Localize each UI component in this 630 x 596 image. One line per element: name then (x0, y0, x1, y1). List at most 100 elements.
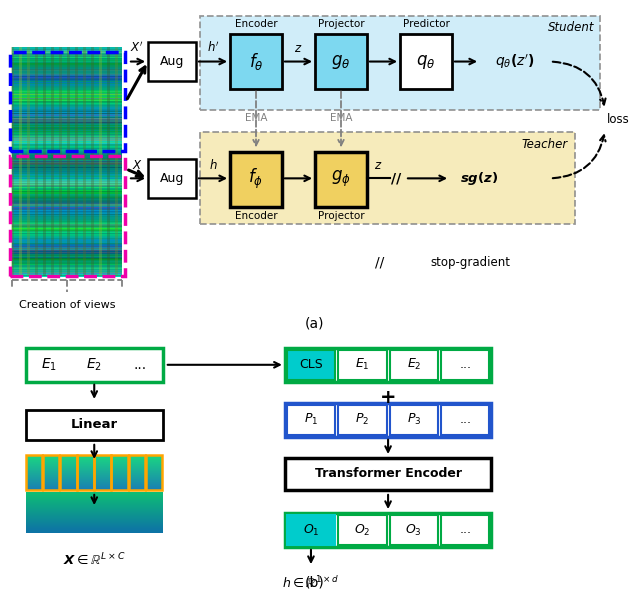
Bar (26, 522, 163, 523)
Bar (12, 55, 122, 56)
Bar (26, 499, 163, 501)
Bar (26, 479, 163, 480)
Text: Transformer Encoder: Transformer Encoder (314, 467, 462, 480)
Bar (12, 215, 122, 216)
Bar (12, 229, 122, 230)
Bar (12, 129, 122, 130)
Bar (12, 82, 122, 83)
Text: ...: ... (133, 358, 146, 372)
Text: ...: ... (459, 523, 471, 536)
Bar (26, 530, 163, 532)
Bar (12, 114, 122, 115)
Bar (12, 193, 122, 194)
Bar (12, 276, 122, 277)
Bar (12, 259, 122, 260)
Bar (12, 145, 122, 147)
Bar (26, 465, 163, 467)
Bar (12, 64, 122, 65)
Bar (12, 160, 122, 161)
Bar (12, 254, 122, 255)
Bar (12, 133, 122, 134)
Bar (12, 147, 122, 148)
Bar (12, 201, 122, 202)
Bar (12, 252, 122, 253)
Text: Encoder: Encoder (235, 19, 277, 29)
Bar (12, 187, 122, 188)
Text: //: // (391, 172, 401, 185)
Bar (26, 492, 163, 493)
Bar (12, 62, 122, 63)
Bar (12, 175, 122, 176)
Text: $g_\phi$: $g_\phi$ (331, 169, 351, 190)
Bar (12, 105, 122, 106)
Bar (12, 117, 122, 119)
Bar (26, 488, 163, 489)
Bar (12, 158, 122, 159)
Bar (12, 130, 122, 131)
Text: ...: ... (459, 358, 471, 371)
Bar (12, 106, 122, 107)
Bar (12, 94, 122, 95)
Bar (12, 73, 122, 74)
Bar (12, 128, 122, 129)
Bar (12, 263, 122, 265)
Bar (12, 170, 122, 172)
Bar (12, 256, 122, 257)
Text: $g_\theta$: $g_\theta$ (331, 52, 351, 70)
Bar (12, 122, 122, 123)
Bar (26, 502, 163, 504)
Bar (26, 505, 163, 507)
Bar (12, 148, 122, 150)
Bar (12, 77, 122, 79)
Bar (12, 110, 122, 111)
FancyBboxPatch shape (230, 153, 282, 207)
Bar (12, 69, 122, 70)
Text: Encoder: Encoder (235, 210, 277, 221)
Bar (12, 159, 122, 160)
Bar (12, 86, 122, 87)
Text: $f_\phi$: $f_\phi$ (248, 167, 263, 191)
Bar (12, 169, 122, 170)
Bar (12, 210, 122, 211)
Bar (12, 141, 122, 142)
Text: $\boldsymbol{sg(z)}$: $\boldsymbol{sg(z)}$ (460, 170, 498, 187)
Bar (26, 504, 163, 505)
Text: $h'$: $h'$ (207, 41, 219, 55)
Bar (26, 524, 163, 526)
Bar (12, 100, 122, 101)
Bar (26, 483, 163, 485)
Bar (12, 224, 122, 225)
FancyBboxPatch shape (285, 348, 491, 382)
Bar (26, 513, 163, 514)
Bar (12, 232, 122, 233)
Bar (35, 47, 38, 277)
Bar (12, 172, 122, 173)
Bar (26, 508, 163, 510)
Bar (12, 173, 122, 175)
FancyBboxPatch shape (441, 350, 490, 380)
Bar (12, 109, 122, 110)
Bar (12, 204, 122, 205)
Bar (12, 167, 122, 169)
Text: $h$: $h$ (209, 158, 217, 172)
FancyBboxPatch shape (338, 405, 387, 435)
Bar (26, 468, 163, 470)
Bar (26, 498, 163, 499)
Bar (12, 225, 122, 226)
Bar (26, 474, 163, 476)
Bar (12, 190, 122, 191)
Text: Projector: Projector (318, 19, 364, 29)
Text: $\boldsymbol{q_\theta(z^\prime)}$: $\boldsymbol{q_\theta(z^\prime)}$ (495, 52, 535, 71)
Bar (11, 47, 13, 277)
Bar (12, 207, 122, 208)
Text: Projector: Projector (318, 210, 364, 221)
Bar (12, 241, 122, 243)
Text: $P_2$: $P_2$ (355, 412, 369, 427)
Bar (12, 111, 122, 112)
Bar (26, 495, 163, 496)
Text: $z$: $z$ (374, 159, 382, 172)
Bar (12, 123, 122, 125)
Text: Predictor: Predictor (403, 19, 449, 29)
Bar (115, 47, 118, 277)
Text: $X$: $X$ (132, 159, 142, 172)
